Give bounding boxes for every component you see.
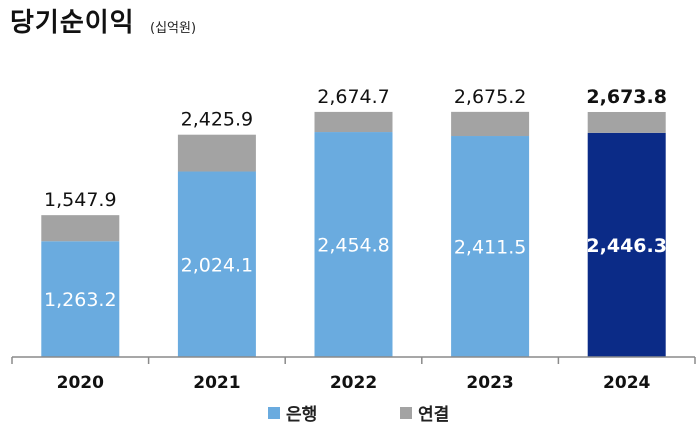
total-label-2021: 2,425.9 <box>181 109 254 131</box>
bar-chart: 1,263.2 1,547.9 2020 2,024.1 2,425.9 2021 2,45… <box>11 86 696 393</box>
bar-bank-2024 <box>587 132 666 357</box>
bar-consolidated-2024 <box>587 111 666 133</box>
data-label-bank-2022: 2,454.8 <box>317 235 390 257</box>
bar-bank-2023 <box>451 136 530 357</box>
bar-consolidated-2021 <box>177 134 256 172</box>
x-tick-label-2020: 2020 <box>57 373 104 393</box>
bar-bank-2020 <box>41 241 120 357</box>
legend-label-bank: 은행 <box>286 405 318 425</box>
total-label-2020: 1,547.9 <box>44 189 117 211</box>
chart-title: 당기순이익 <box>10 8 135 38</box>
data-label-bank-2020: 1,263.2 <box>44 289 117 311</box>
bar-consolidated-2022 <box>314 111 393 133</box>
x-tick-label-2023: 2023 <box>466 373 513 393</box>
bar-bank-2022 <box>314 132 393 357</box>
legend-label-consolidated: 연결 <box>418 405 450 425</box>
x-tick-label-2024: 2024 <box>603 373 650 393</box>
total-label-2023: 2,675.2 <box>454 86 527 108</box>
x-tick-label-2021: 2021 <box>193 373 240 393</box>
data-label-bank-2023: 2,411.5 <box>454 237 527 259</box>
total-label-2024: 2,673.8 <box>586 86 667 108</box>
total-label-2022: 2,674.7 <box>317 86 390 108</box>
data-label-bank-2024: 2,446.3 <box>586 235 667 257</box>
legend-item-bank: 은행 <box>268 400 317 425</box>
legend-swatch-consolidated <box>400 406 412 419</box>
legend-item-consolidated: 연결 <box>400 400 449 425</box>
data-label-bank-2021: 2,024.1 <box>181 254 254 276</box>
bar-consolidated-2023 <box>451 111 530 137</box>
x-tick-label-2022: 2022 <box>330 373 377 393</box>
bar-consolidated-2020 <box>41 215 120 242</box>
bar-bank-2021 <box>177 171 256 357</box>
legend: 은행 연결 <box>0 400 700 428</box>
unit-label: (십억원) <box>150 21 197 36</box>
legend-swatch-bank <box>268 406 280 419</box>
